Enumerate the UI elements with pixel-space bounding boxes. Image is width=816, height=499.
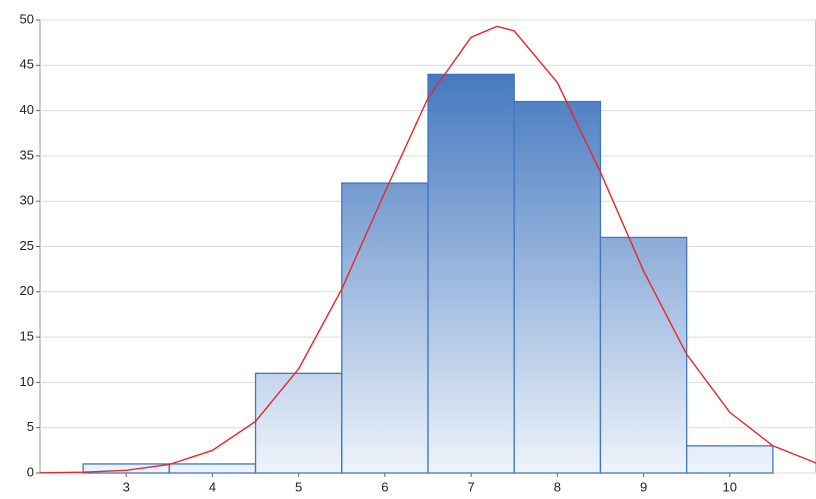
y-tick-label: 25 (20, 238, 34, 253)
y-tick-label: 20 (20, 283, 34, 298)
x-tick-label: 5 (295, 479, 302, 494)
x-tick-label: 6 (381, 479, 388, 494)
bar (427, 73, 515, 474)
x-tick-label: 7 (467, 479, 474, 494)
bar (513, 100, 602, 474)
y-tick-label: 0 (27, 464, 34, 479)
y-tick-label: 30 (20, 193, 34, 208)
bar (686, 445, 774, 474)
x-tick-label: 3 (123, 479, 130, 494)
y-tick-label: 45 (20, 57, 34, 72)
x-tick-label: 4 (209, 479, 216, 494)
bar (168, 463, 257, 474)
y-tick-label: 15 (20, 329, 34, 344)
x-tick-label: 9 (640, 479, 647, 494)
bar (341, 182, 429, 474)
x-tick-label: 10 (723, 479, 737, 494)
y-tick-label: 35 (20, 147, 34, 162)
y-tick-label: 40 (20, 102, 34, 117)
y-tick-label: 50 (20, 11, 34, 26)
bar (599, 236, 688, 474)
y-tick-label: 5 (27, 419, 34, 434)
fit-curve (39, 25, 816, 474)
bar (254, 372, 343, 474)
x-tick-label: 8 (554, 479, 561, 494)
y-tick-label: 10 (20, 374, 34, 389)
